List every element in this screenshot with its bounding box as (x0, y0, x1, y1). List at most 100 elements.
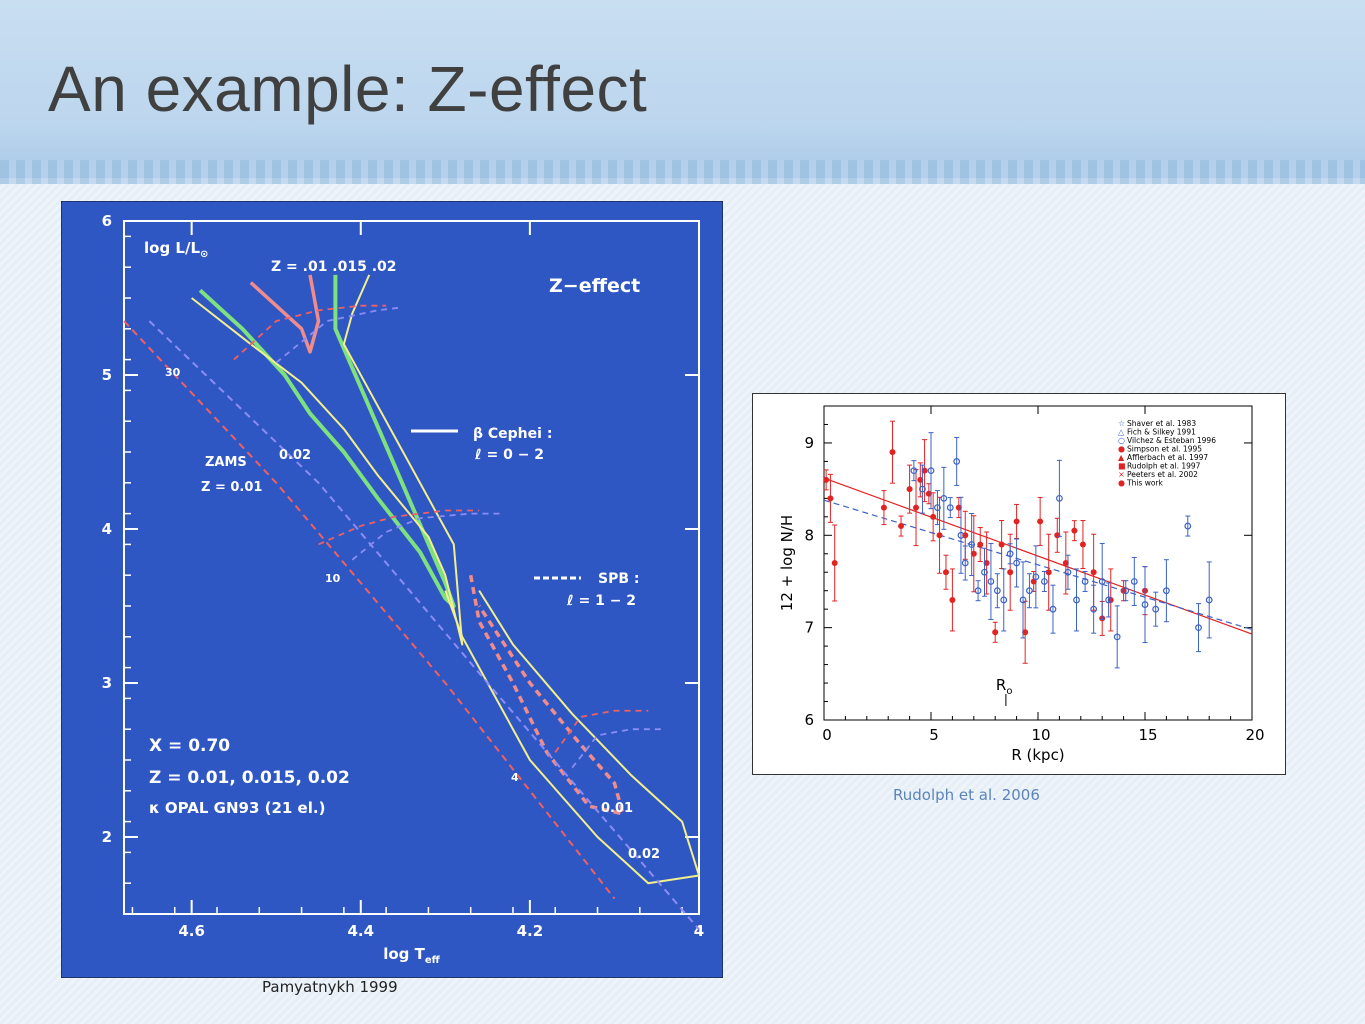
data-point-red (949, 596, 956, 603)
y-tick-label: 4 (102, 520, 112, 538)
y-axis-label: log L/L⊙ (144, 239, 208, 260)
data-point-blue (1019, 596, 1027, 604)
x-tick-label: 5 (929, 726, 939, 744)
data-point-red (906, 486, 913, 493)
data-point-red (1071, 527, 1078, 534)
data-point-blue (1205, 596, 1213, 604)
z-header: Z = .01 .015 .02 (271, 259, 397, 275)
left-caption: Pamyatnykh 1999 (262, 978, 398, 996)
y-axis-label-sub: ⊙ (200, 249, 208, 260)
chart-background (752, 393, 1286, 775)
data-point-red (898, 523, 905, 530)
data-point-red (1007, 569, 1014, 576)
legend-symbol: ☆ (1118, 419, 1125, 428)
data-point-blue (1000, 596, 1008, 604)
y-tick-label: 6 (102, 212, 112, 230)
data-point-blue (1026, 587, 1033, 595)
data-point-red (930, 513, 937, 520)
legend-solid-sub: ℓ = 0 − 2 (474, 447, 544, 463)
legend-symbol: × (1118, 470, 1125, 479)
data-point-blue (1064, 568, 1072, 576)
data-point-red (889, 449, 896, 456)
data-point-red (992, 629, 999, 636)
mass-10-label: 10 (325, 572, 341, 585)
legend-symbol: ○ (1118, 436, 1125, 445)
data-point-blue (957, 531, 965, 539)
y-tick-label: 5 (102, 366, 112, 384)
data-point-blue (1081, 578, 1089, 585)
evolutionary-track (318, 509, 480, 546)
y-tick-label: 9 (804, 434, 814, 452)
data-point-blue (961, 559, 969, 567)
chart-title: Z−effect (549, 275, 640, 297)
data-point-red (827, 495, 834, 502)
series-beta-cep-z0.01 (249, 274, 321, 354)
legend-dashed-label: SPB : (598, 571, 640, 587)
legend-label: Peeters et al. 2002 (1127, 470, 1198, 479)
data-point-blue (1056, 494, 1063, 502)
legend-label: Fich & Silkey 1991 (1127, 428, 1196, 437)
data-point-blue (987, 578, 995, 585)
y-tick-label: 2 (102, 828, 112, 846)
legend-label: This work (1126, 479, 1164, 488)
legend-label: Shaver et al. 1983 (1127, 419, 1196, 428)
evolutionary-track (571, 728, 666, 769)
data-point-red (1090, 569, 1097, 576)
data-point-red (823, 476, 830, 483)
data-point-red (1062, 560, 1069, 566)
legend-symbol: ● (1118, 445, 1125, 454)
data-point-blue (1105, 596, 1113, 604)
data-point-blue (968, 541, 976, 548)
spb-001-label: 0.01 (601, 801, 633, 816)
data-point-blue (919, 485, 926, 493)
slide-title: An example: Z-effect (48, 53, 648, 125)
data-point-blue (940, 494, 948, 502)
data-point-blue (1113, 633, 1121, 641)
y-tick-label: 3 (102, 674, 112, 692)
data-point-blue (1049, 605, 1057, 613)
x-tick-label: 4.2 (517, 922, 544, 940)
param-kappa: κ OPAL GN93 (21 el.) (149, 799, 325, 817)
data-point-red (1037, 518, 1044, 525)
x-tick-label: 0 (822, 726, 832, 744)
x-tick-label: 10 (1031, 726, 1050, 744)
legend-dashed-sub: ℓ = 1 − 2 (566, 593, 636, 609)
x-axis-label-sub: eff (425, 955, 441, 966)
data-point-red (913, 504, 920, 511)
series-zams-z0.01 (123, 320, 616, 900)
legend-symbol: ▲ (1118, 453, 1125, 462)
mass-30-label: 30 (165, 366, 181, 379)
data-point-red (831, 560, 838, 566)
data-point-red (936, 532, 943, 539)
data-point-red (1079, 541, 1086, 548)
chart-background (61, 201, 723, 978)
data-point-blue (1130, 578, 1138, 585)
fit-blue (823, 499, 1253, 631)
x-tick-label: 4 (694, 922, 704, 940)
legend-symbol: ● (1118, 479, 1125, 488)
data-point-red (1013, 518, 1020, 525)
evolutionary-track (275, 306, 404, 364)
y-tick-label: 7 (804, 619, 814, 637)
y-tick-label: 6 (804, 711, 814, 729)
param-z: Z = 0.01, 0.015, 0.02 (149, 768, 350, 788)
data-point-blue (1032, 573, 1040, 581)
data-point-blue (910, 467, 918, 475)
data-point-blue (946, 504, 954, 511)
data-point-red (983, 560, 990, 566)
data-point-blue (1098, 578, 1106, 585)
data-point-red (925, 490, 932, 497)
x-tick-label: 4.6 (178, 922, 205, 940)
data-point-red (942, 569, 949, 576)
legend-label: Vilchez & Esteban 1996 (1127, 436, 1216, 445)
header-edge (0, 160, 1365, 184)
data-point-blue (1163, 587, 1170, 595)
data-point-blue (1195, 624, 1202, 632)
zams-z-label: Z = 0.01 (201, 480, 262, 495)
data-point-blue (1013, 559, 1021, 567)
data-point-red (970, 550, 977, 557)
data-point-red (1120, 587, 1127, 594)
header-band (0, 0, 1365, 178)
x-tick-label: 20 (1245, 726, 1264, 744)
